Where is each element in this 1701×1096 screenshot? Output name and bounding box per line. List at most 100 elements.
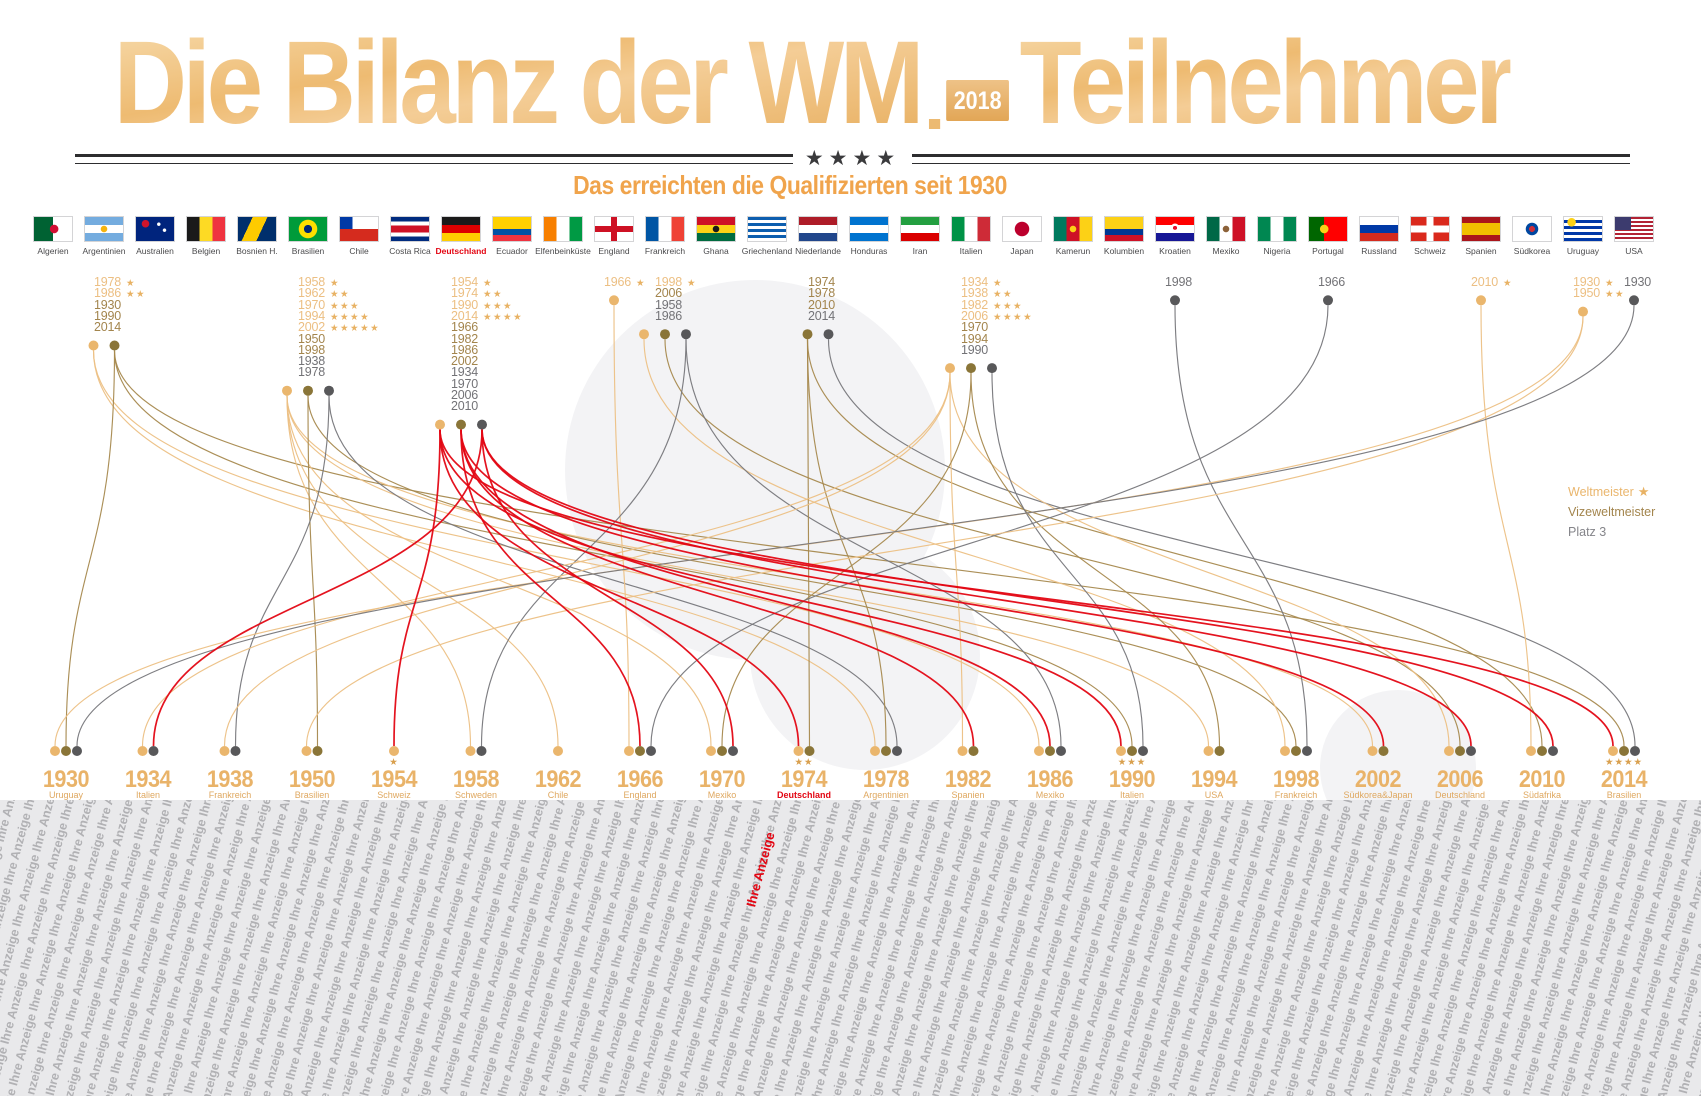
country-label: Frankreich [644, 246, 686, 256]
podium-dot [892, 746, 902, 756]
title-star-icon: ★ [330, 278, 341, 289]
result-year-row: 2010 [808, 298, 835, 312]
podium-dot [1116, 746, 1126, 756]
timeline-host: Frankreich [208, 790, 252, 800]
podium-dot [50, 746, 60, 756]
podium-dot [219, 746, 230, 756]
result-year: 1998 [655, 275, 683, 289]
flow-curve [92, 350, 876, 747]
timeline-host: Deutschland [776, 790, 831, 800]
country-label: Kamerun [1055, 246, 1091, 256]
result-year: 1966 [604, 275, 632, 289]
podium-dot [137, 746, 148, 756]
country-label: USA [1625, 246, 1643, 256]
origin-dot [282, 385, 292, 396]
origin-dot [456, 419, 466, 430]
result-year: 2006 [451, 388, 479, 402]
timeline-year: 2014 [1600, 766, 1648, 793]
flag-Spanien [1461, 216, 1501, 242]
origin-dot [966, 363, 976, 374]
country-label: Ghana [703, 246, 729, 256]
flag-Italien [951, 216, 991, 242]
flow-curve [152, 429, 483, 747]
country-label: Nigeria [1263, 246, 1291, 256]
result-year-row: 2014 [94, 321, 121, 334]
page-title: Die Bilanz der WM 2018 Teilnehmer [114, 24, 1515, 142]
country-label: Honduras [850, 246, 888, 256]
title-star-icon: ★★★ [330, 300, 361, 312]
title-star-icon: ★★★★ [330, 311, 371, 323]
flag-Deutschland [441, 216, 481, 242]
timeline-host: Deutschland [1434, 790, 1486, 800]
result-year-row: 2006 [451, 389, 478, 402]
origin-dot [639, 329, 649, 340]
podium-dot [706, 746, 716, 756]
flag-Honduras [849, 216, 889, 242]
result-year-row: 1950 [298, 331, 326, 346]
result-year-row: 1938 ★★ [961, 287, 1013, 300]
origin-dot [303, 385, 313, 396]
result-year: 1938 [961, 286, 989, 301]
flag-England [594, 216, 634, 242]
result-year-row: 1970 [961, 321, 988, 334]
origin-dot [435, 419, 445, 430]
podium-dot [553, 746, 563, 756]
result-year: 1950 [298, 331, 326, 346]
result-year: 1978 [298, 365, 326, 380]
flow-curve [480, 339, 687, 747]
result-year-row: 1938 [298, 355, 325, 368]
result-year: 2006 [961, 308, 989, 323]
timeline-host: Uruguay [48, 790, 84, 800]
timeline-year: 1958 [452, 766, 500, 793]
title-hyphen [928, 119, 940, 129]
podium-dot [646, 746, 656, 756]
result-year-row: 1974 [808, 276, 835, 289]
result-year-row: 2002 ★★★★★ [298, 321, 380, 334]
country-label: Kroatien [1159, 246, 1191, 256]
result-year-row: 1986 [451, 344, 478, 357]
result-year-row: 1934 ★ [961, 276, 1003, 289]
podium-dot [881, 746, 891, 756]
podium-dot [389, 746, 399, 756]
flow-curve [806, 339, 811, 747]
podium-dot [301, 746, 312, 756]
title-star-icon: ★ [1605, 278, 1616, 289]
timeline-host: Südkorea&Japan [1343, 790, 1413, 800]
origin-dot [1476, 295, 1486, 306]
flow-curve [305, 316, 1584, 747]
country-label: Bosnien H. [236, 246, 278, 256]
title-star-icon: ★★★★ [993, 311, 1034, 323]
country-label: Griechenland [741, 246, 793, 256]
podium-dot [728, 746, 738, 756]
podium-dot [635, 746, 645, 756]
result-year: 1970 [451, 376, 479, 391]
country-label: Brasilien [291, 246, 325, 256]
result-year: 1982 [961, 297, 989, 312]
flag-Kamerun [1053, 216, 1093, 242]
result-year-row: 2014 ★★★★ [451, 310, 523, 323]
result-year: 1954 [451, 275, 479, 289]
podium-dot [1034, 746, 1044, 756]
origin-dot [945, 363, 955, 374]
title-star-icon: ★ [126, 278, 137, 289]
timeline-year: 1990 [1108, 766, 1156, 793]
timeline-host: Chile [547, 790, 569, 800]
title-star-icon: ★ [636, 278, 647, 289]
flow-curve [685, 339, 1062, 747]
timeline-title-stars: ★ [389, 757, 399, 768]
subtitle: Das erreichten die Qualifizierten seit 1… [573, 170, 1007, 200]
country-label: England [598, 246, 630, 256]
timeline-year: 1930 [42, 766, 90, 793]
podium-dot [465, 746, 476, 756]
country-label: Kolumbien [1103, 246, 1145, 256]
timeline-year: 1978 [862, 766, 910, 793]
country-label: Chile [349, 246, 369, 256]
result-year: 1998 [1165, 275, 1193, 289]
result-year-row: 1990 [961, 344, 988, 357]
result-year-row: 1930 ★ [1573, 276, 1615, 289]
year-badge: 2018 [945, 80, 1010, 121]
flag-Russland [1359, 216, 1399, 242]
flag-Ecuador [492, 216, 532, 242]
result-year: 1986 [451, 342, 479, 357]
